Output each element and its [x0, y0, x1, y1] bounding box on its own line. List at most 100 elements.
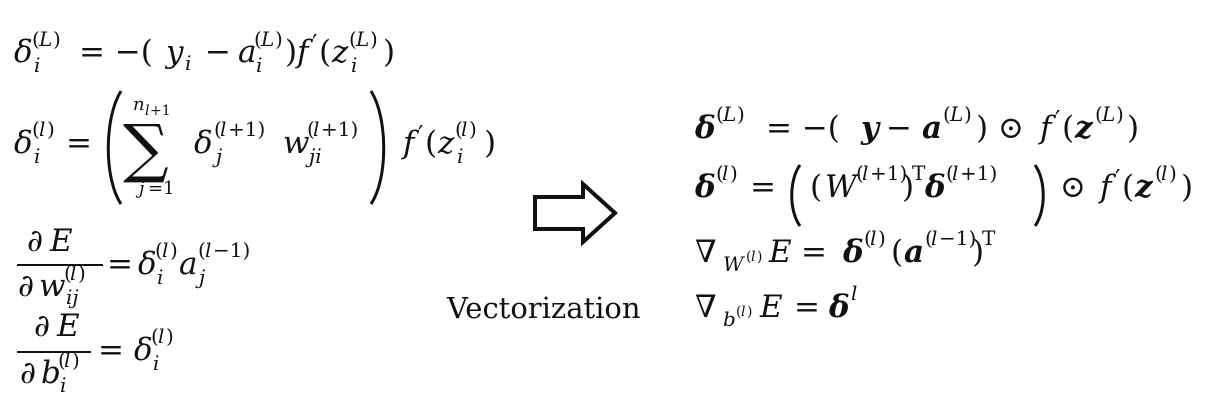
svg-text:∂: ∂ — [34, 308, 50, 344]
svg-text:δ: δ — [194, 125, 213, 161]
svg-text:l: l — [39, 117, 45, 141]
svg-text:(: ( — [425, 125, 437, 161]
svg-text:n: n — [133, 94, 145, 115]
svg-text:∇: ∇ — [695, 234, 717, 270]
svg-text:E: E — [759, 289, 783, 325]
svg-text:): ) — [757, 249, 762, 265]
svg-text:): ) — [370, 27, 378, 51]
svg-text:δ: δ — [138, 246, 157, 282]
svg-text:z: z — [1134, 169, 1154, 205]
left-equation-2: δ ( l ) i = n l +1 ∑ j =1 δ ( l +1) j w … — [14, 90, 496, 205]
svg-text:(: ( — [716, 161, 724, 185]
svg-text:E: E — [768, 234, 792, 270]
svg-text:i: i — [60, 373, 66, 397]
svg-text:): ) — [1127, 110, 1139, 146]
svg-text:l: l — [64, 348, 70, 372]
svg-text:l: l — [145, 103, 149, 119]
svg-text:(: ( — [810, 169, 822, 205]
svg-text:): ) — [1169, 161, 1177, 185]
svg-text:δ: δ — [828, 289, 850, 325]
svg-text:(: ( — [925, 226, 933, 250]
svg-text:L: L — [38, 27, 52, 51]
svg-text:(: ( — [736, 304, 741, 320]
svg-text:l: l — [751, 249, 755, 265]
left-equation-4: ∂ E ∂ b ( l ) i = δ ( l ) i — [17, 308, 174, 397]
svg-text:(: ( — [943, 102, 951, 126]
svg-text:ji: ji — [305, 144, 322, 168]
right-equation-4: ∇ b ( l ) E = δ l — [695, 281, 857, 331]
svg-text:(: ( — [155, 238, 163, 262]
svg-text:l: l — [70, 261, 76, 285]
svg-text:l: l — [1161, 161, 1167, 185]
svg-text:−1): −1) — [939, 226, 976, 250]
svg-text:y: y — [860, 110, 881, 146]
svg-text:(: ( — [58, 348, 66, 372]
svg-text:): ) — [285, 34, 297, 70]
svg-text:+1): +1) — [321, 117, 358, 141]
svg-text:(: ( — [1155, 161, 1163, 185]
svg-text:E: E — [56, 308, 80, 344]
svg-text:y: y — [164, 34, 184, 70]
svg-text:(: ( — [32, 117, 40, 141]
svg-text:): ) — [1116, 102, 1124, 126]
svg-text:): ) — [964, 102, 972, 126]
svg-text:=: = — [794, 289, 820, 325]
svg-text:): ) — [484, 125, 496, 161]
svg-text:δ: δ — [694, 110, 716, 146]
right-equation-3: ∇ W ( l ) E = δ ( l ) ( a ( l −1) ) T — [695, 226, 996, 276]
svg-text:(: ( — [64, 261, 72, 285]
svg-text:i: i — [256, 53, 262, 77]
svg-text:a: a — [179, 246, 197, 282]
svg-text:=: = — [801, 234, 827, 270]
svg-text:): ) — [53, 27, 61, 51]
svg-text:= −(: = −( — [79, 34, 153, 70]
svg-text:∂: ∂ — [20, 355, 36, 391]
svg-text:L: L — [1101, 102, 1115, 126]
svg-text:L: L — [722, 102, 736, 126]
svg-text:l: l — [461, 117, 467, 141]
svg-text:(: ( — [319, 34, 331, 70]
svg-text:−1): −1) — [213, 238, 250, 262]
svg-text:′: ′ — [1115, 165, 1120, 193]
svg-text:z: z — [331, 34, 349, 70]
svg-text:(: ( — [864, 226, 872, 250]
svg-text:l: l — [851, 281, 857, 305]
svg-text:(: ( — [716, 102, 724, 126]
svg-text:L: L — [355, 27, 369, 51]
svg-text:W: W — [825, 169, 859, 205]
svg-text:= −(: = −( — [766, 110, 840, 146]
svg-text:ij: ij — [66, 285, 79, 309]
left-equation-3: ∂ E ∂ w ( l ) ij = δ ( l ) i a ( l −1) j — [17, 223, 250, 309]
svg-text:δ: δ — [14, 34, 33, 70]
svg-text:(: ( — [1122, 169, 1134, 205]
svg-text:): ) — [170, 238, 178, 262]
svg-text:(: ( — [254, 27, 262, 51]
svg-text:z: z — [1074, 110, 1094, 146]
right-equation-2: δ ( l ) = ( W ( l +1) ) T δ ( l +1) ⊙ f … — [694, 161, 1193, 227]
svg-text:): ) — [275, 27, 283, 51]
svg-text:l: l — [870, 226, 876, 250]
svg-text:): ) — [47, 117, 55, 141]
svg-text:i: i — [185, 51, 191, 75]
svg-text:∇: ∇ — [695, 289, 717, 325]
svg-text:(: ( — [214, 117, 222, 141]
svg-text:l: l — [862, 161, 868, 185]
svg-text:l: l — [952, 161, 958, 185]
svg-text:i: i — [34, 144, 40, 168]
svg-text:(: ( — [349, 27, 357, 51]
svg-text:): ) — [737, 102, 745, 126]
svg-text:∑: ∑ — [123, 112, 169, 186]
svg-text:+1): +1) — [870, 161, 907, 185]
svg-text:): ) — [78, 261, 86, 285]
right-equation-1: δ ( L ) = −( y − a ( L ) ) ⊙ f ′ ( z ( L… — [694, 102, 1139, 146]
svg-text:l: l — [162, 238, 168, 262]
svg-text:(: ( — [307, 117, 315, 141]
svg-text:∂: ∂ — [18, 268, 34, 304]
svg-text:j: j — [195, 265, 205, 289]
svg-text:j: j — [135, 178, 145, 199]
svg-text:): ) — [730, 161, 738, 185]
svg-text:W: W — [723, 252, 745, 276]
svg-text:′: ′ — [418, 121, 423, 149]
svg-text:(: ( — [1095, 102, 1103, 126]
